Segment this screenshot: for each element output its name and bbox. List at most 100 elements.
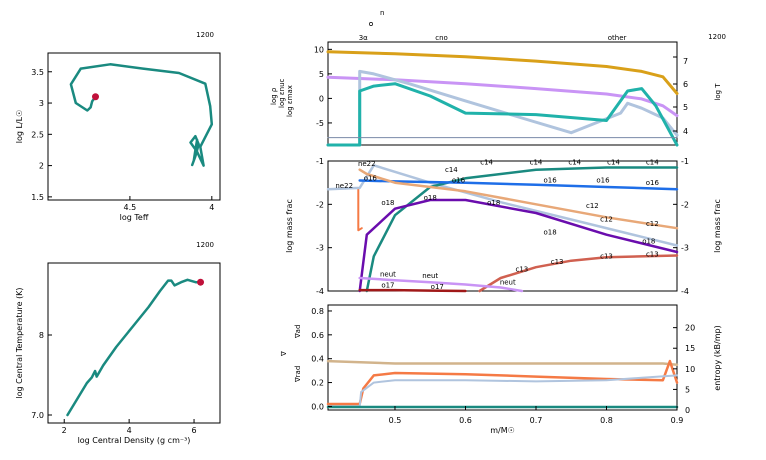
- bottom-xlabel: m/M☉: [490, 426, 515, 435]
- bottom-ytick-label: 0.2: [311, 379, 324, 388]
- mid-label-ne22: ne22: [358, 160, 376, 168]
- top-ytick-label: 0: [319, 94, 324, 103]
- mid-label-c14: c14: [530, 158, 543, 166]
- mid-label-c14: c14: [607, 158, 620, 166]
- top-title: 1200: [708, 33, 726, 41]
- mid-label-c12: c12: [646, 220, 659, 228]
- mid-label-o17: o17: [431, 283, 444, 291]
- bottom-series-ad: [326, 359, 679, 366]
- mid-frame: [327, 160, 678, 292]
- mid-label-c14: c14: [646, 158, 659, 166]
- mid-label-o16: o16: [646, 179, 660, 187]
- central-title: 1200: [196, 241, 214, 249]
- mid-label-o18: o18: [424, 194, 437, 202]
- mid-label-c14: c14: [480, 158, 493, 166]
- mid-label-o18: o18: [381, 199, 394, 207]
- hr-ytick-label: 1.5: [31, 193, 44, 202]
- bottom-ylabel-nabla-ad: ∇ad: [294, 325, 302, 339]
- mid-ytick-label: -4: [316, 287, 324, 296]
- mid-series-o17: [358, 288, 467, 293]
- central-track: [66, 278, 202, 417]
- bottom-y2tick-label: 0: [685, 406, 690, 415]
- bottom-ylabel-nabla-rad: ∇rad: [294, 366, 302, 383]
- top-ylabel-logT: log T: [714, 83, 722, 101]
- top-marker-label: n: [380, 9, 384, 17]
- top-ylabel-eps: log εnuc: [278, 78, 286, 108]
- mid-label-o18: o18: [543, 229, 556, 237]
- bottom-frame: [327, 304, 678, 411]
- central-xlabel: log Central Density (g cm⁻³): [78, 436, 191, 445]
- mid-label-c13: c13: [646, 250, 659, 258]
- bottom-y2tick-label: 15: [685, 344, 695, 353]
- central-ytick-label: 8: [39, 331, 44, 340]
- mid-label-ne22: ne22: [335, 182, 353, 190]
- top-series-log: [326, 75, 679, 118]
- top-y2tick-label: 5: [683, 103, 688, 112]
- top-ylabel-epsmax: log εmax: [286, 85, 294, 117]
- mid-label-o16: o16: [596, 177, 610, 185]
- hr-xtick-label: 4.5: [124, 203, 137, 212]
- central-xtick-label: 2: [62, 426, 67, 435]
- bottom-xtick-label: 0.7: [530, 416, 543, 425]
- bottom-y2tick-label: 10: [685, 365, 695, 374]
- bottom-xtick-label: 0.9: [671, 416, 684, 425]
- mid-series-o18: [358, 198, 679, 293]
- mid-label-o18: o18: [642, 237, 655, 245]
- central-frame: [47, 262, 221, 424]
- central-ytick-label: 7.0: [31, 411, 44, 420]
- mid-series-boundary: [357, 188, 363, 232]
- central-xtick-label: 4: [127, 426, 132, 435]
- mid-ytick-label: -2: [316, 200, 324, 209]
- hr-ylabel: log L/L☉: [15, 110, 24, 144]
- mid-label-o16: o16: [452, 177, 466, 185]
- mid-label-c12: c12: [586, 202, 599, 210]
- bottom-ytick-label: 0.6: [311, 331, 324, 340]
- hr-ytick-label: 3: [39, 99, 44, 108]
- mid-label-o18: o18: [487, 199, 500, 207]
- top-marker-glyph: [369, 22, 373, 26]
- mid-label-c13: c13: [516, 266, 529, 274]
- mid-ytick-label: -3: [316, 244, 324, 253]
- top-ylabel-rho: log ρ: [270, 87, 278, 105]
- bottom-ytick-label: 0.8: [311, 307, 324, 316]
- mid-series-neut: [358, 276, 524, 293]
- mid-label-o17: o17: [381, 282, 394, 290]
- hr-track: [69, 63, 214, 167]
- top-burning-label: cno: [435, 34, 448, 42]
- mid-label-neut: neut: [380, 271, 396, 279]
- bottom-ylabel-nabla: ∇: [280, 351, 288, 357]
- mid-ylabel-left: log mass frac: [285, 199, 294, 253]
- mid-label-neut: neut: [422, 272, 438, 280]
- mid-ytick-label: -1: [316, 157, 324, 166]
- hr-ytick-label: 3.5: [31, 68, 44, 77]
- hr-xlabel: log Teff: [120, 213, 149, 222]
- mid-label-neut: neut: [500, 279, 516, 287]
- top-series-logt: [326, 50, 679, 95]
- mid-label-c14: c14: [445, 166, 458, 174]
- top-ytick-label: 5: [319, 70, 324, 79]
- hr-title: 1200: [196, 31, 214, 39]
- bottom-xtick-label: 0.6: [459, 416, 472, 425]
- bottom-series-rad: [326, 359, 679, 406]
- central-current-point: [197, 278, 205, 286]
- hr-current-point: [92, 93, 100, 101]
- top-y2tick-label: 4: [683, 127, 688, 136]
- top-y2tick-label: 6: [683, 80, 688, 89]
- top-ytick-label: 10: [314, 45, 324, 54]
- mid-y2tick-label: -1: [681, 157, 689, 166]
- bottom-y2tick-label: 5: [685, 385, 690, 394]
- hr-ytick-label: 2: [39, 162, 44, 171]
- mid-series-c12: [358, 168, 679, 230]
- mid-label-o16: o16: [364, 175, 378, 183]
- mid-y2tick-label: -2: [681, 200, 689, 209]
- mid-label-c13: c13: [600, 253, 613, 261]
- bottom-series-entropy: [327, 374, 678, 408]
- bottom-y2tick-label: 20: [685, 324, 695, 333]
- bottom-ytick-label: 0.4: [311, 355, 324, 364]
- bottom-ylabel-right: entropy (kB/mp): [713, 325, 722, 390]
- bottom-xtick-label: 0.8: [600, 416, 613, 425]
- mid-label-c13: c13: [551, 258, 564, 266]
- mid-label-c12: c12: [600, 216, 613, 224]
